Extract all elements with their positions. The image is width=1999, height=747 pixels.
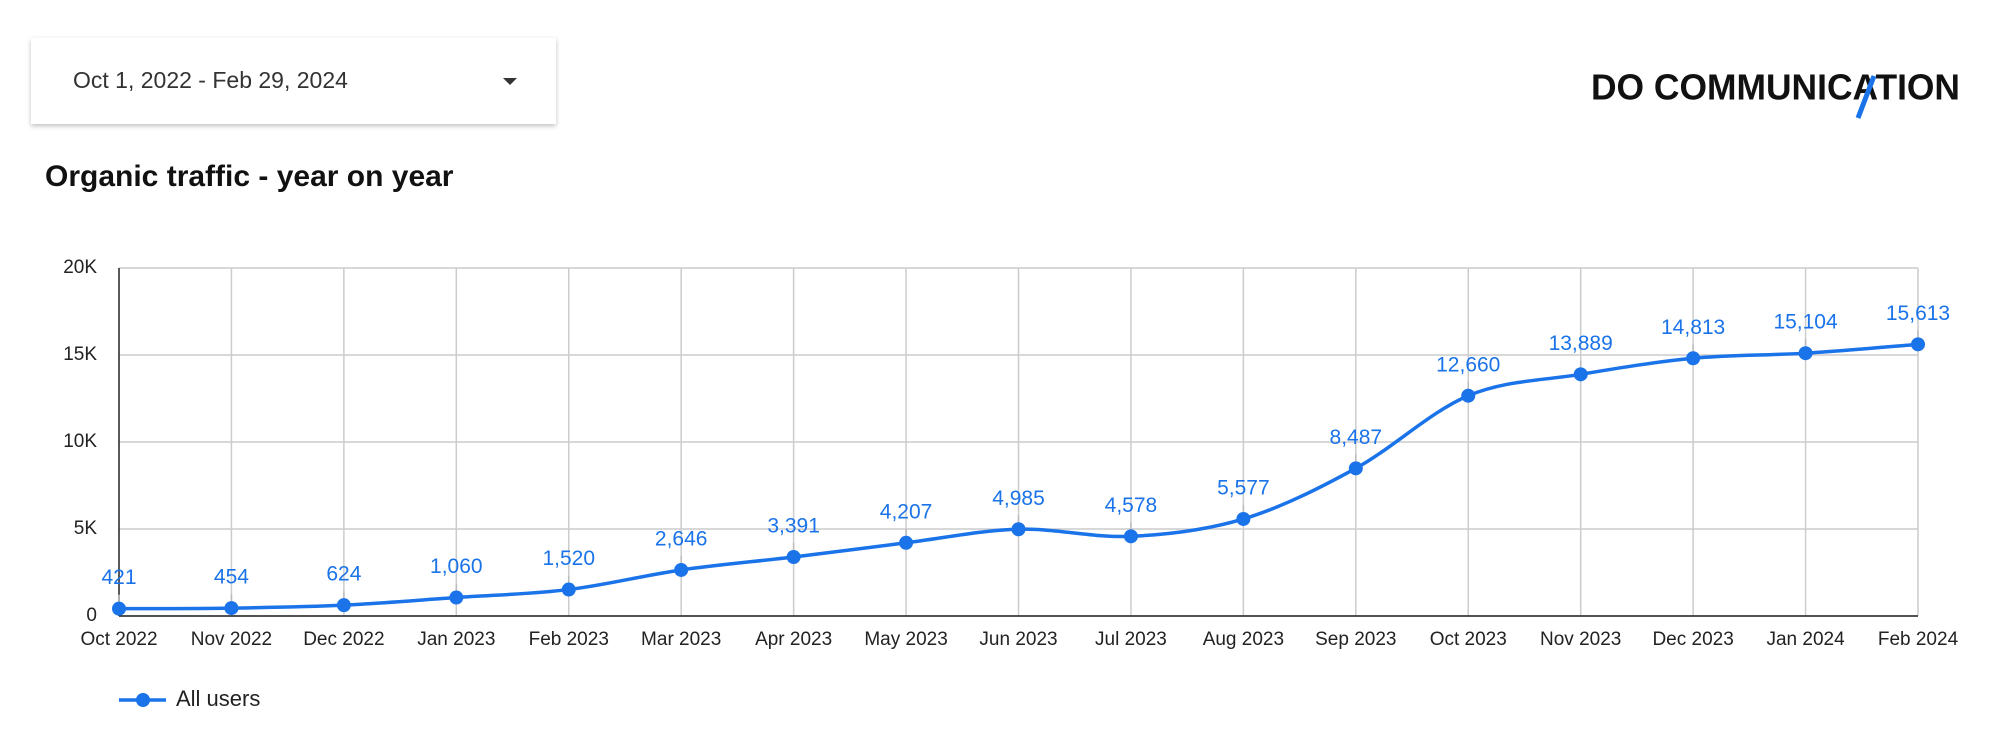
- data-point: [1573, 367, 1588, 382]
- data-point: [1798, 346, 1813, 361]
- data-point: [899, 535, 914, 550]
- chart-title: Organic traffic - year on year: [45, 160, 454, 193]
- data-label: 15,104: [1773, 311, 1838, 334]
- data-label: 3,391: [767, 515, 820, 538]
- x-tick-label: Feb 2024: [1878, 629, 1959, 650]
- y-tick-label: 20K: [63, 257, 97, 278]
- data-point: [674, 562, 689, 577]
- data-point: [1348, 461, 1363, 476]
- data-label: 4,578: [1105, 494, 1158, 517]
- y-tick-label: 15K: [63, 344, 97, 365]
- data-point: [112, 601, 126, 616]
- x-tick-label: Oct 2022: [80, 629, 157, 650]
- x-tick-label: Nov 2023: [1540, 629, 1621, 650]
- data-label: 8,487: [1330, 426, 1383, 449]
- x-tick-label: Sep 2023: [1315, 629, 1396, 650]
- dropdown-arrow[interactable]: [503, 78, 517, 85]
- x-tick-label: Jul 2023: [1095, 629, 1167, 650]
- data-point: [224, 601, 239, 616]
- date-range-text[interactable]: Oct 1, 2022 - Feb 29, 2024: [73, 67, 348, 93]
- data-label: 454: [214, 566, 249, 589]
- data-point: [1123, 529, 1138, 544]
- data-label: 4,985: [992, 487, 1045, 510]
- x-tick-label: Feb 2023: [529, 629, 609, 650]
- date-range-box[interactable]: [31, 38, 556, 124]
- data-label: 1,520: [542, 547, 595, 570]
- data-label: 12,660: [1436, 353, 1500, 376]
- x-tick-label: Dec 2023: [1652, 629, 1733, 650]
- data-label: 1,060: [430, 555, 483, 578]
- date-range-picker[interactable]: Oct 1, 2022 - Feb 29, 2024: [31, 38, 556, 124]
- x-tick-label: Apr 2023: [755, 629, 832, 650]
- data-label: 421: [101, 566, 136, 589]
- y-tick-label: 0: [86, 605, 97, 626]
- data-point: [449, 590, 464, 605]
- data-label: 14,813: [1661, 316, 1725, 339]
- x-tick-label: May 2023: [864, 629, 947, 650]
- data-point: [786, 549, 801, 564]
- data-point: [561, 582, 576, 597]
- data-label: 2,646: [655, 528, 708, 551]
- data-label: 624: [326, 563, 361, 586]
- y-tick-label: 5K: [74, 518, 98, 539]
- x-tick-label: Nov 2022: [191, 629, 272, 650]
- x-tick-label: Dec 2022: [303, 629, 384, 650]
- data-point: [1461, 388, 1476, 403]
- logo: DO COMMUNICATION: [1591, 67, 1960, 108]
- data-point: [1686, 351, 1701, 366]
- x-tick-label: Jun 2023: [979, 629, 1057, 650]
- data-point: [1911, 337, 1925, 352]
- data-label: 15,613: [1886, 302, 1950, 325]
- data-label: 4,207: [880, 500, 933, 523]
- data-point: [1011, 522, 1026, 537]
- data-label: 5,577: [1217, 477, 1270, 500]
- x-tick-label: Jan 2024: [1766, 629, 1845, 650]
- legend-marker: [136, 693, 150, 707]
- data-label: 13,889: [1549, 332, 1613, 355]
- logo-accent: [1855, 75, 1877, 119]
- x-tick-label: Jan 2023: [417, 629, 495, 650]
- data-point: [1236, 511, 1251, 526]
- x-tick-label: Aug 2023: [1203, 629, 1284, 650]
- x-tick-label: Oct 2023: [1430, 629, 1507, 650]
- x-tick-label: Mar 2023: [641, 629, 721, 650]
- y-tick-label: 10K: [63, 431, 97, 452]
- data-point: [336, 598, 351, 613]
- legend-label: All users: [176, 686, 260, 711]
